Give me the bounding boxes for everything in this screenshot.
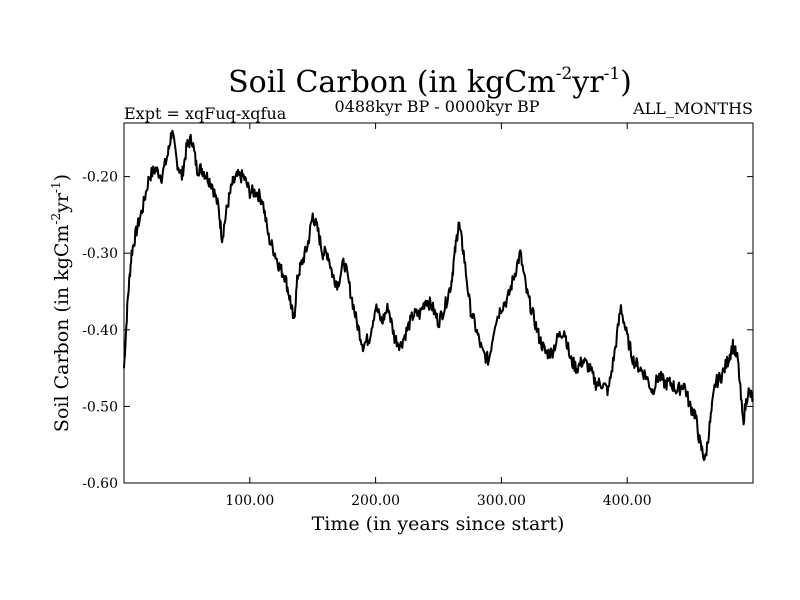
y-axis-label-close: ) <box>51 174 73 181</box>
y-tick-label: -0.40 <box>82 323 118 339</box>
y-axis-label-main: Soil Carbon (in kgCm <box>51 225 73 432</box>
y-tick-label: -0.20 <box>82 170 118 186</box>
subtitle-months: ALL_MONTHS <box>632 99 753 118</box>
x-axis-ticks: 100.00 200.00 300.00 400.00 <box>225 123 652 509</box>
chart-title: Soil Carbon (in kgCm-2yr-1) <box>228 64 632 100</box>
x-tick-label: 200.00 <box>351 493 400 509</box>
y-axis-label-sup1: -2 <box>49 213 63 225</box>
y-axis-ticks: -0.20 -0.30 -0.40 -0.50 -0.60 <box>82 170 753 492</box>
subtitle-experiment: Expt = xqFuq-xqfua <box>124 104 287 123</box>
y-axis-label-sup2: -1 <box>49 181 63 193</box>
x-tick-label: 400.00 <box>603 493 652 509</box>
x-tick-label: 100.00 <box>225 493 274 509</box>
chart-title-main: Soil Carbon (in kgCm <box>228 65 556 100</box>
subtitle-time-range: 0488kyr BP - 0000kyr BP <box>335 97 540 116</box>
y-axis-label-mid: yr <box>51 192 73 214</box>
y-tick-label: -0.60 <box>82 476 118 492</box>
chart-title-sup1: -2 <box>556 64 573 84</box>
y-tick-label: -0.50 <box>82 399 118 415</box>
y-tick-label: -0.30 <box>82 246 118 262</box>
x-axis-label: Time (in years since start) <box>312 513 565 535</box>
y-axis-label: Soil Carbon (in kgCm-2yr-1) <box>49 174 73 432</box>
plot-frame <box>123 122 754 484</box>
chart-title-mid: yr <box>571 65 604 100</box>
x-tick-label: 300.00 <box>477 493 526 509</box>
chart-title-sup2: -1 <box>604 64 621 84</box>
chart-title-close: ) <box>620 65 632 100</box>
series-line-soil-carbon <box>123 129 754 461</box>
